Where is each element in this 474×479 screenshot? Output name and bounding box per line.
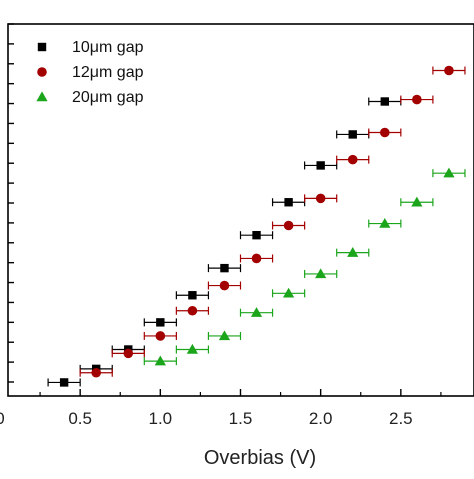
x-tick-label: 1.0: [149, 409, 173, 428]
data-point: [187, 305, 198, 316]
x-tick-label: 2.5: [389, 409, 413, 428]
data-point: [443, 167, 455, 178]
data-point: [36, 91, 48, 102]
data-point: [315, 268, 327, 279]
series-triangle: [143, 167, 466, 366]
legend-item: 10μm gap: [37, 39, 144, 56]
data-point: [380, 97, 389, 106]
data-point: [156, 318, 165, 327]
data-point: [347, 247, 359, 257]
legend-label: 10μm gap: [72, 39, 144, 56]
data-point: [219, 280, 230, 291]
data-point: [252, 230, 261, 240]
data-point: [220, 263, 229, 273]
y-axis-ticks: [8, 23, 14, 383]
data-point: [218, 330, 231, 341]
x-tick-label: 0: [0, 409, 5, 428]
data-point: [123, 348, 134, 359]
data-point: [91, 367, 101, 378]
data-point: [380, 127, 390, 138]
data-point: [347, 154, 358, 165]
data-point: [155, 331, 166, 341]
data-point: [250, 307, 263, 317]
x-axis-ticks: 00.51.01.52.02.53: [0, 389, 442, 428]
series-layer: [47, 65, 466, 387]
legend-label: 12μm gap: [72, 64, 144, 81]
data-point: [37, 67, 47, 77]
x-axis-label: Overbias (V): [204, 447, 316, 469]
data-point: [411, 196, 423, 207]
series-square: [47, 97, 402, 387]
data-point: [37, 42, 47, 52]
data-point: [283, 220, 294, 231]
data-point: [379, 217, 391, 228]
data-point: [444, 65, 454, 76]
x-tick-label: 0.5: [68, 409, 92, 428]
legend-label: 20μm gap: [72, 89, 144, 106]
data-point: [316, 161, 325, 170]
data-point: [251, 253, 262, 264]
data-point: [186, 343, 198, 354]
x-tick-label: 2.0: [309, 409, 333, 428]
data-point: [348, 130, 357, 139]
legend: 10μm gap 12μm gap 20μm gap: [36, 39, 144, 106]
data-point: [59, 378, 69, 387]
legend-item: 12μm gap: [37, 64, 144, 81]
series-circle: [79, 65, 466, 378]
data-point: [412, 94, 422, 105]
data-point: [154, 355, 166, 366]
x-tick-label: 1.5: [229, 409, 253, 428]
data-point: [283, 287, 295, 298]
data-point: [188, 291, 197, 300]
data-point: [284, 198, 293, 207]
data-point: [315, 193, 326, 204]
legend-item: 20μm gap: [36, 89, 144, 106]
